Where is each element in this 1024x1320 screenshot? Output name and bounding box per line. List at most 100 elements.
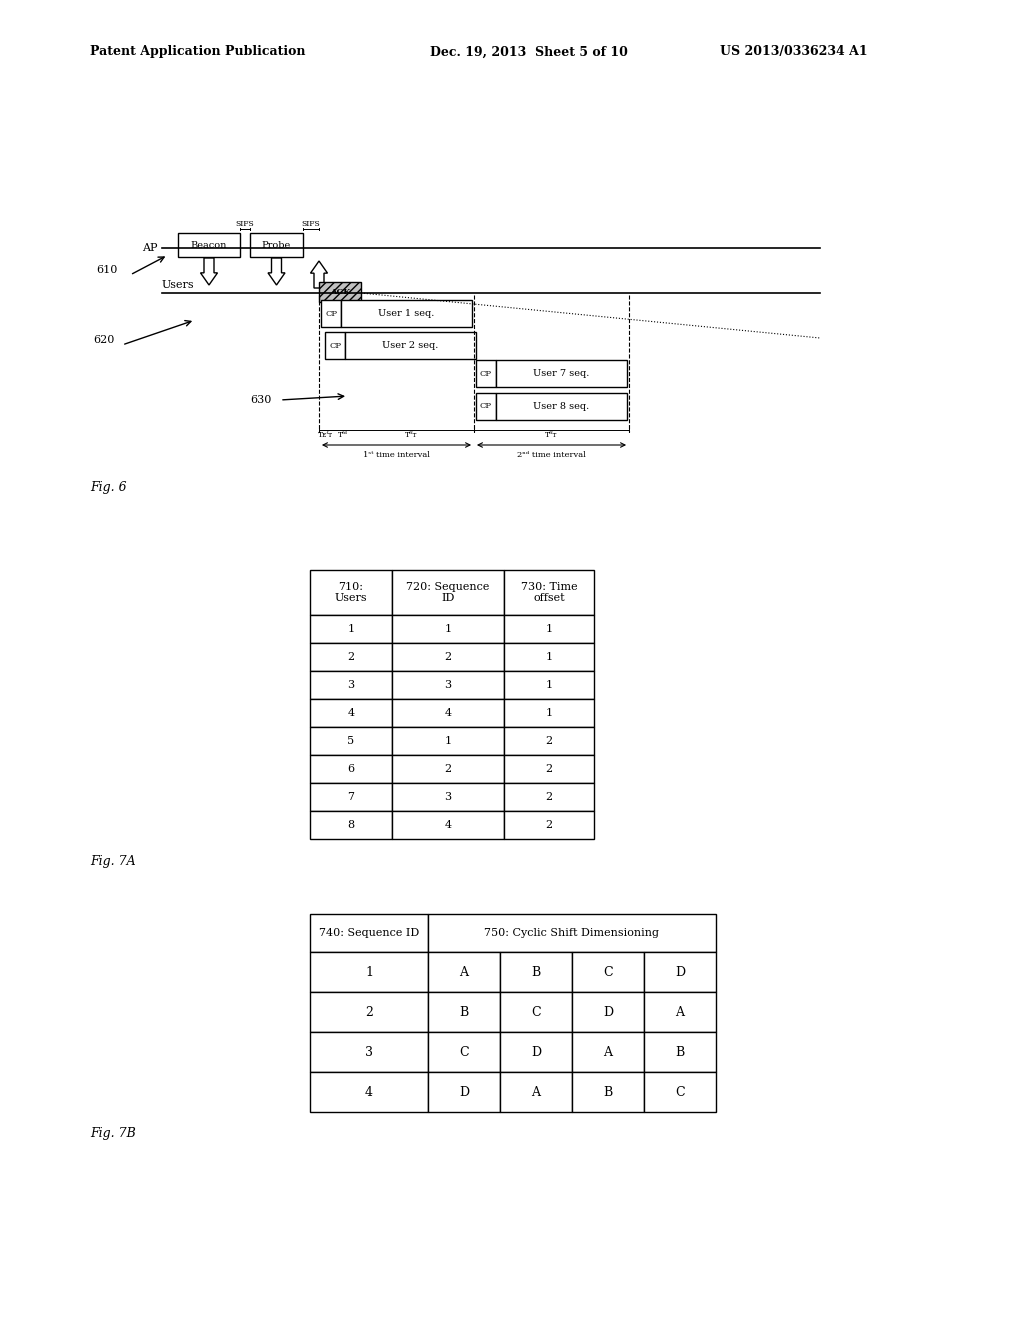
Bar <box>428 1072 500 1111</box>
Bar <box>428 1032 500 1072</box>
Text: SIFS: SIFS <box>236 220 254 228</box>
Polygon shape <box>201 257 217 285</box>
Bar <box>341 300 472 327</box>
Bar <box>310 700 392 727</box>
Text: CP: CP <box>480 403 492 411</box>
Bar <box>500 1072 572 1111</box>
Text: 3: 3 <box>444 792 452 803</box>
Text: User 7 seq.: User 7 seq. <box>534 370 590 378</box>
Text: 620: 620 <box>93 335 115 345</box>
Bar <box>504 643 594 671</box>
Polygon shape <box>310 261 328 288</box>
Text: 1: 1 <box>546 708 553 718</box>
Text: B: B <box>676 1045 685 1059</box>
Text: A: A <box>676 1006 684 1019</box>
Text: 750: Cyclic Shift Dimensioning: 750: Cyclic Shift Dimensioning <box>484 928 659 939</box>
Text: 2: 2 <box>347 652 354 663</box>
Bar <box>392 755 504 783</box>
Bar <box>310 643 392 671</box>
Bar <box>504 615 594 643</box>
Text: 7: 7 <box>347 792 354 803</box>
Bar <box>504 671 594 700</box>
Text: Tᶠᶠᴛ: Tᶠᶠᴛ <box>406 432 418 440</box>
Text: Tᴇᶠᴛ: Tᴇᶠᴛ <box>317 432 333 440</box>
Text: C: C <box>603 965 612 978</box>
Text: 2ⁿᵈ time interval: 2ⁿᵈ time interval <box>517 451 586 459</box>
Text: 3: 3 <box>444 680 452 690</box>
Text: CP: CP <box>480 370 492 378</box>
Bar <box>310 755 392 783</box>
Bar <box>310 727 392 755</box>
Bar <box>428 952 500 993</box>
Text: CP: CP <box>325 309 337 318</box>
Bar <box>504 700 594 727</box>
Text: Tᶠᵈ: Tᶠᵈ <box>338 432 348 440</box>
Text: Dec. 19, 2013  Sheet 5 of 10: Dec. 19, 2013 Sheet 5 of 10 <box>430 45 628 58</box>
Text: 1: 1 <box>546 680 553 690</box>
Text: Fig. 7B: Fig. 7B <box>90 1127 136 1140</box>
Text: D: D <box>530 1045 541 1059</box>
Text: C: C <box>675 1085 685 1098</box>
Bar <box>504 727 594 755</box>
Text: A: A <box>603 1045 612 1059</box>
Text: 1: 1 <box>365 965 373 978</box>
Text: 4: 4 <box>347 708 354 718</box>
Bar <box>310 671 392 700</box>
Bar <box>310 783 392 810</box>
Text: A: A <box>531 1085 541 1098</box>
Text: D: D <box>603 1006 613 1019</box>
Bar <box>345 333 476 359</box>
Polygon shape <box>268 257 285 285</box>
Text: 2: 2 <box>546 737 553 746</box>
Bar <box>504 570 594 615</box>
Text: D: D <box>459 1085 469 1098</box>
Bar <box>392 810 504 840</box>
Bar <box>496 393 627 420</box>
Text: 610: 610 <box>96 265 118 275</box>
Bar <box>572 1032 644 1072</box>
Bar <box>644 952 716 993</box>
Bar <box>310 1072 428 1111</box>
Text: 2: 2 <box>366 1006 373 1019</box>
Text: B: B <box>531 965 541 978</box>
Text: 710:
Users: 710: Users <box>335 582 368 603</box>
Text: 4: 4 <box>444 820 452 830</box>
Bar <box>500 952 572 993</box>
Bar <box>476 360 496 387</box>
Text: B: B <box>603 1085 612 1098</box>
Bar <box>572 1072 644 1111</box>
Bar <box>572 952 644 993</box>
Bar <box>644 993 716 1032</box>
Text: 740: Sequence ID: 740: Sequence ID <box>318 928 419 939</box>
Bar <box>392 643 504 671</box>
Text: 1: 1 <box>444 737 452 746</box>
Text: Beacon: Beacon <box>190 240 227 249</box>
Bar <box>310 615 392 643</box>
Bar <box>310 952 428 993</box>
Text: 730: Time
offset: 730: Time offset <box>520 582 578 603</box>
Text: 2: 2 <box>546 764 553 774</box>
Text: 720: Sequence
ID: 720: Sequence ID <box>407 582 489 603</box>
Text: 5: 5 <box>347 737 354 746</box>
Text: Fig. 7A: Fig. 7A <box>90 854 135 867</box>
Bar <box>504 810 594 840</box>
Text: Fig. 6: Fig. 6 <box>90 482 127 495</box>
Bar <box>644 1072 716 1111</box>
Text: D: D <box>675 965 685 978</box>
Bar <box>392 615 504 643</box>
Bar <box>428 993 500 1032</box>
Text: 2: 2 <box>546 820 553 830</box>
Bar <box>392 671 504 700</box>
Text: 3: 3 <box>365 1045 373 1059</box>
Bar <box>496 360 627 387</box>
Text: User 8 seq.: User 8 seq. <box>534 403 590 411</box>
Bar <box>178 234 240 257</box>
Bar <box>319 282 361 302</box>
Text: User 2 seq.: User 2 seq. <box>382 341 438 350</box>
Text: 8: 8 <box>347 820 354 830</box>
Bar <box>572 993 644 1032</box>
Bar <box>644 1032 716 1072</box>
Text: ACK: ACK <box>330 288 350 296</box>
Bar <box>428 913 716 952</box>
Bar <box>392 727 504 755</box>
